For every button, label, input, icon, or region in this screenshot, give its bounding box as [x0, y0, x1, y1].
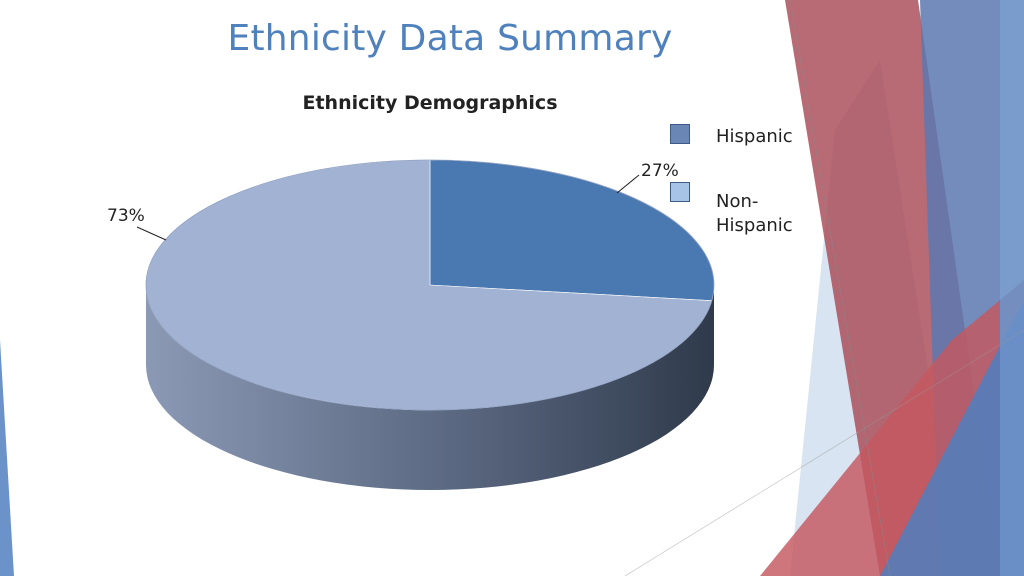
legend-swatch-non-hispanic — [670, 182, 690, 202]
legend-label-hispanic: Hispanic — [716, 126, 793, 147]
leader-line-non-hispanic — [136, 226, 167, 241]
chart-title: Ethnicity Demographics — [302, 92, 558, 114]
legend-swatch-hispanic — [670, 124, 690, 144]
data-label-hispanic: 27% — [641, 161, 679, 181]
leader-line-hispanic — [616, 174, 640, 194]
pie-group — [145, 159, 715, 490]
left-blue-stripe — [0, 340, 14, 576]
slide-title: Ethnicity Data Summary — [227, 18, 673, 59]
legend-label-non-hispanic: Non-Hispanic — [716, 191, 793, 236]
blue-band-bottom — [880, 300, 1024, 576]
pie-side-wall — [146, 285, 714, 490]
thin-line-2 — [624, 329, 1024, 576]
thin-line-1 — [789, 0, 891, 576]
right-blue-edge — [1000, 0, 1024, 576]
data-label-non-hispanic: 73% — [107, 206, 145, 226]
pie-top-outline — [145, 159, 715, 411]
